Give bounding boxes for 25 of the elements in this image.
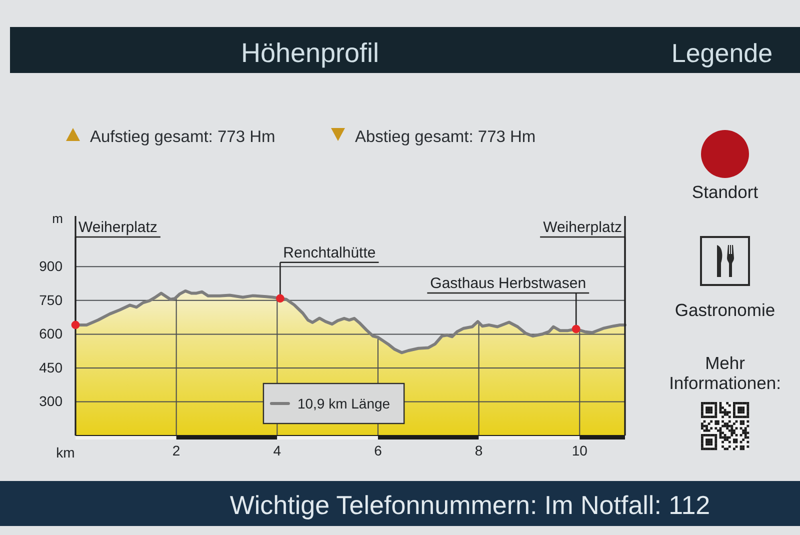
text: Aufstieg gesamt: 773 Hm: [90, 128, 276, 146]
text: Mehr Informationen:: [669, 353, 781, 393]
y-tick-label: 600: [39, 326, 63, 342]
x-tick-label: 4: [273, 442, 282, 458]
y-tick-label: 300: [39, 393, 63, 410]
x-tick-label: 10: [572, 442, 588, 458]
text: Abstieg gesamt: 773 Hm: [355, 128, 536, 146]
y-tick-label: 900: [39, 258, 63, 274]
x-tick-label: 2: [172, 442, 180, 458]
chart-title: Höhenprofil: [240, 38, 380, 68]
x-tick-label: 6: [374, 442, 382, 458]
annotation: Weiherplatz: [78, 219, 158, 236]
text: Legende: [671, 38, 773, 68]
y-tick-label: 450: [39, 359, 63, 376]
text: Wichtige Telefonnummern: Im Notfall: 112: [230, 490, 710, 520]
text: Gastronomie: [674, 300, 776, 320]
annotation: Renchtalhütte: [283, 244, 376, 262]
x-tick-label: 8: [474, 442, 483, 458]
x-axis-title: km: [56, 444, 75, 460]
text: Standort: [692, 182, 758, 202]
y-tick-label: 750: [39, 292, 63, 308]
annotation: Gasthaus Herbstwasen: [430, 275, 586, 292]
annotation: Weiherplatz: [543, 219, 622, 236]
y-axis-title: m: [52, 211, 63, 226]
legend-label: 10,9 km Länge: [297, 396, 390, 412]
